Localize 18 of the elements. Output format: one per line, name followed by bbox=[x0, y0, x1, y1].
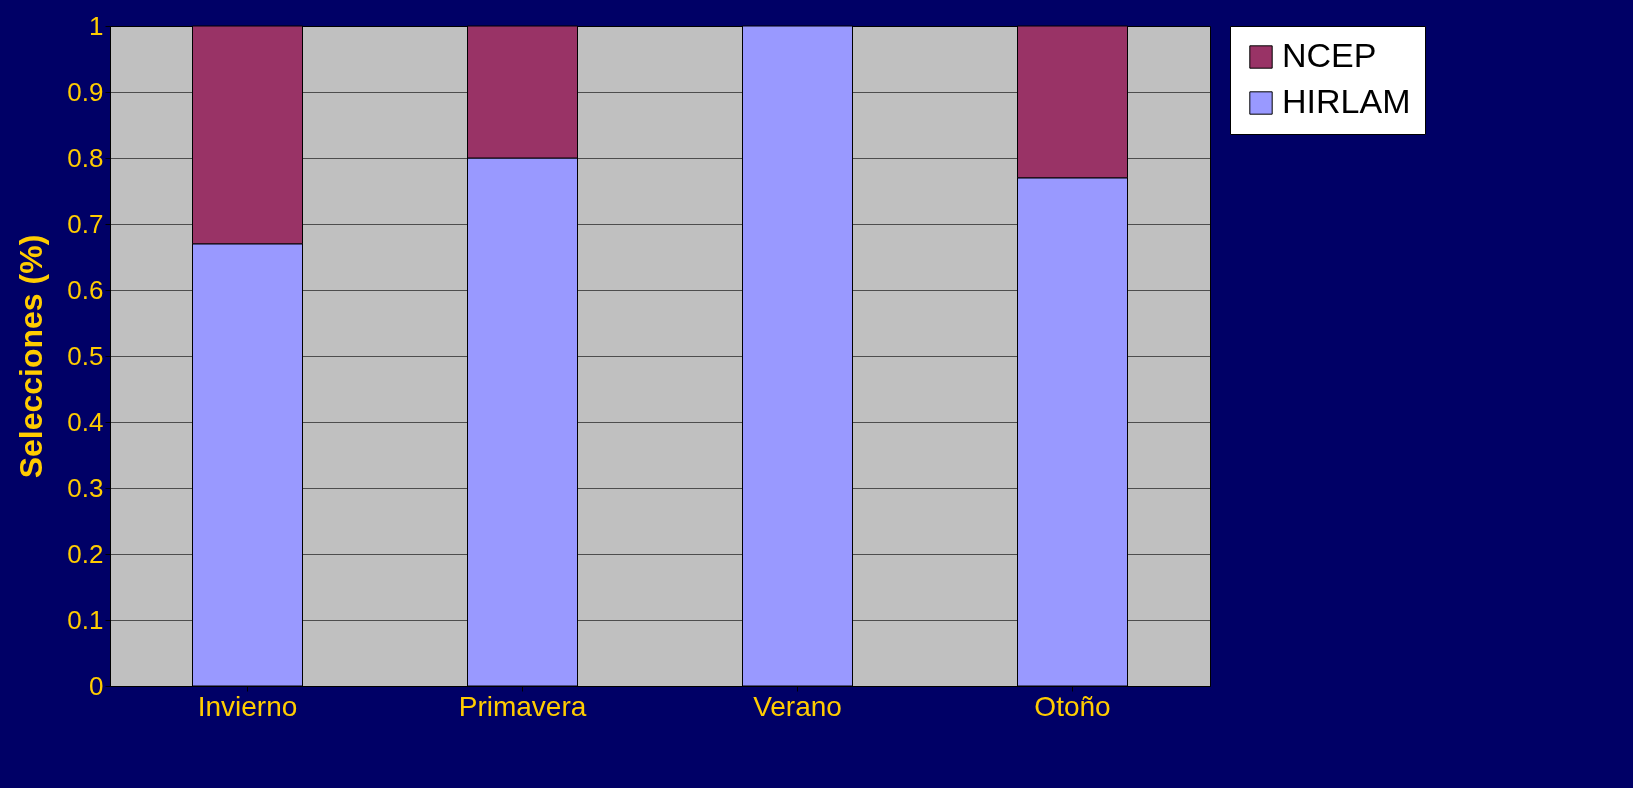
y-tick-label: 0.1 bbox=[67, 604, 104, 635]
y-tick-label: 0.4 bbox=[67, 406, 104, 437]
x-tick-label: Primavera bbox=[458, 690, 587, 722]
legend-label: HIRLAM bbox=[1282, 82, 1411, 120]
y-tick-label: 0.7 bbox=[67, 208, 104, 239]
y-tick-label: 0.9 bbox=[67, 76, 104, 107]
y-tick-label: 1 bbox=[89, 10, 104, 41]
y-tick-label: 0.6 bbox=[67, 274, 104, 305]
y-tick-label: 0.5 bbox=[67, 340, 104, 371]
y-tick-label: 0.2 bbox=[67, 538, 104, 569]
y-tick-label: 0 bbox=[89, 670, 104, 701]
x-tick-label: Invierno bbox=[197, 690, 298, 722]
y-axis-title: Selecciones (%) bbox=[13, 234, 50, 479]
y-tick-label: 0.3 bbox=[67, 472, 104, 503]
x-tick-label: Verano bbox=[753, 690, 842, 722]
x-tick-label: Otoño bbox=[1034, 690, 1111, 722]
y-tick-label: 0.8 bbox=[67, 142, 104, 173]
legend-label: NCEP bbox=[1282, 36, 1377, 74]
